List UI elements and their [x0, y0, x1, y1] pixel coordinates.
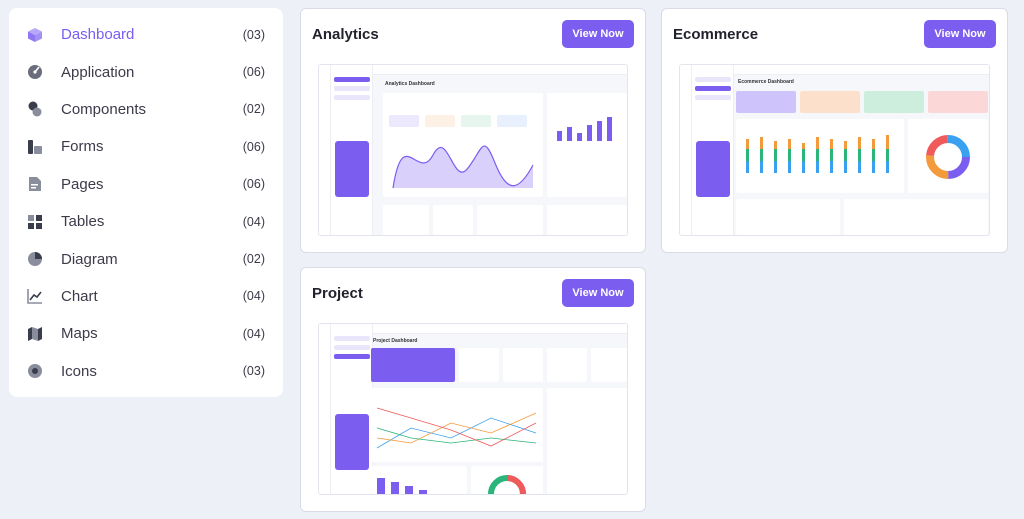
- card-title: Analytics: [312, 26, 379, 43]
- category-sidebar: Dashboard (03) Application (06) Componen…: [9, 8, 283, 397]
- sidebar-item-count: (06): [242, 139, 265, 154]
- analytics-card: Analytics View Now Analytics Dashboard: [300, 8, 646, 253]
- view-now-button[interactable]: View Now: [562, 279, 634, 307]
- sidebar-item-label: Pages: [61, 175, 104, 193]
- sidebar-item-dashboard[interactable]: Dashboard (03): [9, 16, 283, 53]
- sidebar-item-label: Application: [61, 63, 135, 81]
- ecommerce-card: Ecommerce View Now Ecommerce Dashboard: [661, 8, 1008, 253]
- sidebar-item-tables[interactable]: Tables (04): [9, 203, 283, 240]
- sidebar-item-count: (04): [242, 214, 265, 229]
- analytics-preview[interactable]: Analytics Dashboard: [318, 64, 628, 236]
- preview-title: Ecommerce Dashboard: [738, 79, 794, 85]
- chart-icon: [27, 288, 43, 305]
- sidebar-item-label: Diagram: [61, 250, 118, 268]
- sidebar-item-chart[interactable]: Chart (04): [9, 278, 283, 315]
- sidebar-item-application[interactable]: Application (06): [9, 53, 283, 90]
- sidebar-item-label: Dashboard: [61, 26, 135, 44]
- card-title: Project: [312, 285, 363, 302]
- sidebar-item-label: Tables: [61, 213, 105, 231]
- card-title: Ecommerce: [673, 26, 759, 43]
- sidebar-item-label: Maps: [61, 325, 98, 343]
- sidebar-item-count: (02): [242, 252, 265, 267]
- preview-title: Analytics Dashboard: [385, 81, 435, 87]
- sidebar-item-count: (06): [242, 177, 265, 192]
- sidebar-item-maps[interactable]: Maps (04): [9, 315, 283, 352]
- preview-title: Project Dashboard: [373, 338, 418, 344]
- icons-icon: [27, 363, 43, 379]
- view-now-button[interactable]: View Now: [562, 20, 634, 48]
- sidebar-item-forms[interactable]: Forms (06): [9, 128, 283, 165]
- sidebar-item-components[interactable]: Components (02): [9, 91, 283, 128]
- view-now-button[interactable]: View Now: [924, 20, 996, 48]
- form-icon: [27, 139, 43, 155]
- sidebar-item-label: Forms: [61, 138, 104, 156]
- map-icon: [27, 326, 43, 342]
- sidebar-item-diagram[interactable]: Diagram (02): [9, 240, 283, 277]
- page-icon: [27, 176, 43, 192]
- sidebar-item-icons[interactable]: Icons (03): [9, 353, 283, 390]
- sidebar-item-label: Chart: [61, 287, 98, 305]
- sidebar-item-count: (04): [242, 289, 265, 304]
- table-icon: [27, 214, 43, 230]
- ecommerce-preview[interactable]: Ecommerce Dashboard: [679, 64, 990, 236]
- sidebar-item-count: (06): [242, 65, 265, 80]
- project-card: Project View Now Project Dashboard: [300, 267, 646, 512]
- sidebar-item-pages[interactable]: Pages (06): [9, 166, 283, 203]
- components-icon: [27, 101, 43, 117]
- pie-icon: [27, 251, 43, 267]
- sidebar-item-count: (03): [242, 27, 265, 42]
- cube-icon: [27, 27, 43, 43]
- sidebar-item-count: (04): [242, 326, 265, 341]
- sidebar-item-label: Icons: [61, 362, 97, 380]
- gauge-icon: [27, 64, 43, 80]
- project-preview[interactable]: Project Dashboard: [318, 323, 628, 495]
- sidebar-item-count: (02): [242, 102, 265, 117]
- sidebar-item-count: (03): [242, 364, 265, 379]
- sidebar-item-label: Components: [61, 100, 147, 118]
